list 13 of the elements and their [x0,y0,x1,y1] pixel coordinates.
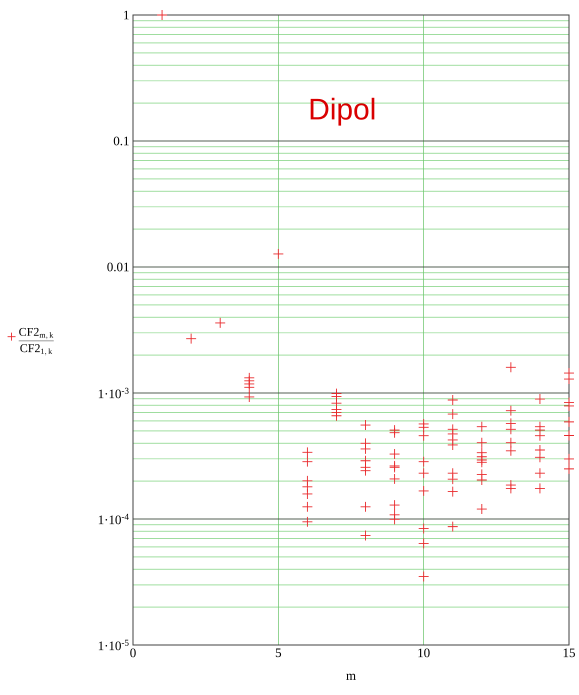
x-tick-label: 0 [130,648,136,658]
y-tick-label: 1·10$^{-3}$ [98,388,129,398]
y-tick-label: 0.1 [114,136,129,146]
x-tick-label: 10 [418,648,430,658]
y-tick-label: 1 [124,10,129,20]
y-tick-label: 0.01 [107,262,129,272]
legend-label: $\frac{\mathrm{CF2}_{\mathrm{m,\,k}}}{\mathrm{CF2}_{\mathrm{1,\,k}}}$ [18,328,54,356]
y-tick-label: 1·10$^{-5}$ [98,640,129,650]
y-tick-label: 1·10$^{-4}$ [98,514,129,524]
text: Dipol [310,98,374,126]
x-tick-label: 5 [276,648,282,658]
x-axis-title: m [346,674,356,680]
x-tick-label: 15 [564,648,575,658]
